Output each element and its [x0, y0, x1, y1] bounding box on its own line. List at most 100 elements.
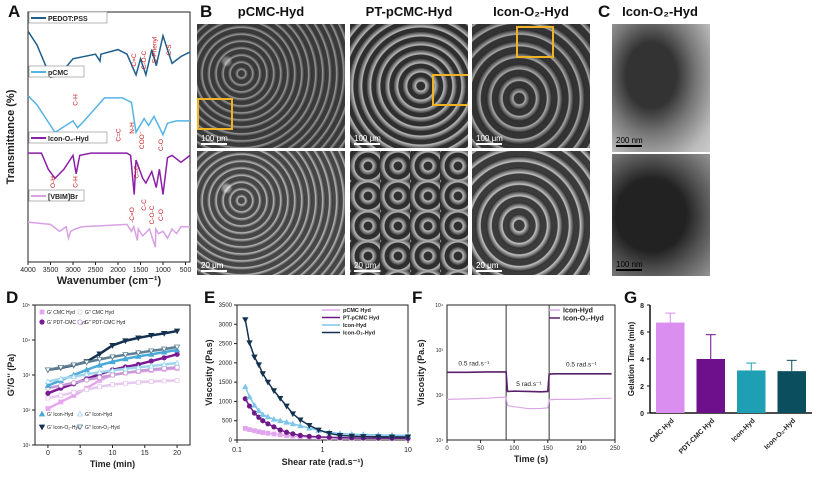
data-point [161, 365, 167, 371]
data-point [315, 427, 322, 434]
peak-annotation: C-C [141, 199, 148, 211]
peak-annotation: O-H [50, 176, 57, 188]
x-tick-label: 2000 [110, 267, 126, 274]
data-point [259, 371, 266, 377]
data-point [110, 372, 115, 378]
legend-label: Icon-Hyd [563, 308, 593, 315]
data-point [389, 435, 395, 441]
highlight-box [197, 98, 233, 130]
y-tick-label: 2 [640, 384, 644, 391]
data-point [251, 354, 258, 361]
sem-image-pt-pcmc-high: 20 μm [350, 151, 468, 275]
data-point [97, 378, 102, 383]
y-tick-label: 4 [640, 357, 644, 364]
peak-annotation: C-H [73, 176, 80, 188]
data-point [135, 379, 141, 385]
data-point [58, 399, 64, 405]
data-point [316, 435, 321, 441]
data-point [284, 433, 289, 438]
data-point [260, 418, 266, 424]
x-tick-label: 10 [404, 447, 412, 454]
x-axis-label: Shear rate (rad.s⁻¹) [282, 457, 364, 467]
data-point [135, 368, 141, 374]
data-point [135, 353, 142, 359]
data-point [270, 388, 278, 394]
data-point [148, 358, 154, 364]
data-point [336, 432, 344, 439]
data-point [45, 395, 51, 401]
x-axis-label: Time (s) [514, 454, 548, 464]
data-point [123, 380, 128, 386]
data-point [109, 367, 116, 373]
legend-label: pCMC Hyd [343, 308, 371, 314]
x-tick-label: 150 [543, 446, 554, 452]
panel-label-f: F [412, 288, 423, 307]
data-point [326, 434, 332, 440]
panel-label-d: D [6, 288, 19, 307]
data-point [360, 434, 367, 440]
legend-box [28, 65, 85, 78]
legend-marker [77, 309, 83, 315]
bar [696, 359, 725, 413]
data-point [109, 343, 116, 349]
data-point [375, 431, 382, 438]
rate-annotation: 5 rad.s⁻¹ [516, 381, 542, 388]
series-line [47, 379, 178, 400]
legend-marker [39, 319, 45, 325]
series-line [447, 371, 612, 393]
data-point [306, 424, 313, 431]
peak-annotation: C=C [115, 128, 122, 141]
panel-label-e: E [204, 288, 216, 307]
spectrum-line [27, 221, 190, 248]
data-point [173, 328, 181, 335]
data-point [246, 340, 253, 347]
data-point [246, 393, 253, 400]
legend-label: G'' Icon-Hyd [85, 412, 112, 418]
x-tick-label: 1000 [155, 267, 171, 274]
data-point [349, 435, 355, 441]
data-point [97, 384, 102, 390]
data-point [44, 367, 52, 374]
data-point [388, 431, 396, 438]
data-point [270, 415, 278, 422]
data-point [109, 358, 116, 365]
data-point [388, 434, 396, 441]
sem-image-pt-pcmc-low: 100 μm [350, 24, 468, 148]
data-point [109, 354, 116, 361]
data-point [148, 333, 155, 339]
data-point [326, 431, 333, 437]
legend-label: Icon-O₂-Hyd [48, 136, 89, 143]
data-point [360, 435, 366, 441]
data-point [297, 432, 303, 438]
sem-image-icon-o2-low: 100 μm [472, 24, 590, 148]
x-tick-label: 250 [610, 446, 621, 452]
data-point [375, 435, 381, 441]
x-tick-label: 200 [576, 446, 587, 452]
x-tick-label: 10 [109, 450, 117, 457]
scale-bar: 100 nm [616, 260, 643, 271]
legend-label: Icon-O₂-Hyd [563, 316, 604, 323]
rate-annotation: 0.5 rad.s⁻¹ [458, 361, 490, 368]
data-point [277, 432, 283, 438]
y-axis-label: Gelation Time (min) [627, 321, 636, 396]
data-point [173, 359, 181, 366]
data-point [135, 361, 141, 368]
scale-bar: 20 μm [476, 261, 502, 272]
data-point [148, 379, 154, 384]
scale-bar-label: 100 nm [616, 260, 643, 269]
plot-frame [446, 304, 616, 441]
y-tick-label: 0 [229, 438, 233, 444]
data-point [71, 393, 77, 398]
x-tick-label: CMC Hyd [649, 417, 676, 444]
data-point [174, 351, 180, 357]
legend-label: G' PDT-CMC Hyd [47, 320, 87, 326]
data-point [265, 430, 271, 436]
legend-box [28, 11, 108, 24]
highlight-box [516, 26, 554, 58]
panel-label-b: B [200, 2, 213, 21]
series-line [446, 396, 612, 410]
sem-image-pcmc-low: 100 μm [197, 24, 345, 148]
spectrum-line [27, 95, 190, 137]
bar [656, 322, 685, 413]
data-point [109, 372, 116, 378]
